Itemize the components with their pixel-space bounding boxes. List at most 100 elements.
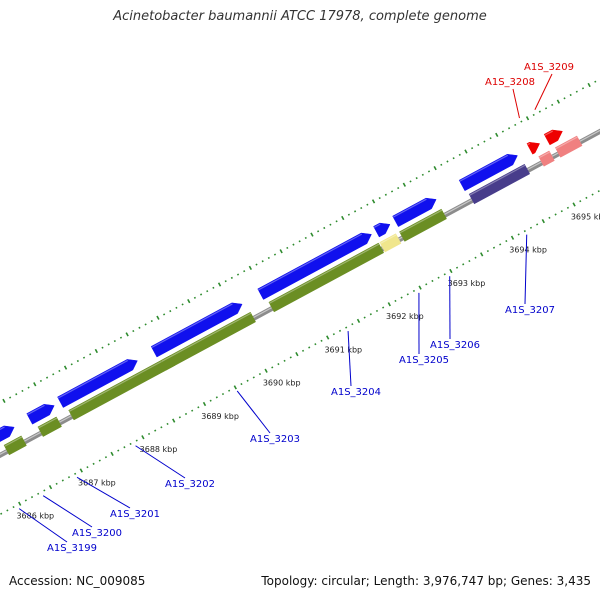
tick-mark xyxy=(154,429,157,432)
tick-mark xyxy=(206,290,209,293)
tick-mark xyxy=(563,97,566,100)
tick-mark xyxy=(132,329,135,333)
gene-arrow xyxy=(257,232,372,300)
tick-mark xyxy=(279,249,283,254)
gene-label: A1S_3205 xyxy=(399,355,449,366)
gene-label: A1S_3208 xyxy=(485,77,535,88)
tick-mark xyxy=(230,276,233,279)
feature-tracks xyxy=(0,129,583,456)
tick-mark xyxy=(212,286,215,289)
tick-mark xyxy=(440,163,443,166)
tick-mark xyxy=(468,259,471,263)
tick-mark xyxy=(107,343,110,346)
tick-mark xyxy=(70,363,73,366)
gene-arrow xyxy=(392,197,437,227)
tick-mark xyxy=(418,285,422,290)
scale-label: 3694 kbp xyxy=(509,246,547,255)
feature-sheen xyxy=(392,198,427,218)
tick-mark xyxy=(474,256,477,259)
scale-label: 3686 kbp xyxy=(16,512,54,521)
tick-mark xyxy=(384,193,387,196)
gene-label: A1S_3199 xyxy=(47,543,97,554)
tick-mark xyxy=(452,157,455,160)
tick-mark xyxy=(123,446,126,449)
tick-mark xyxy=(298,240,301,243)
tick-mark xyxy=(39,379,42,383)
feature-sheen xyxy=(459,154,509,182)
tick-mark xyxy=(329,223,332,226)
tick-mark xyxy=(360,206,363,210)
tick-mark xyxy=(228,389,231,392)
tick-mark xyxy=(125,332,129,337)
tick-mark xyxy=(505,240,508,243)
tick-mark xyxy=(458,153,461,156)
tick-mark xyxy=(193,296,196,299)
tick-mark xyxy=(409,180,412,183)
gene-arrow xyxy=(0,425,15,442)
tick-mark xyxy=(37,492,40,495)
cds-block xyxy=(268,242,385,313)
tick-mark xyxy=(544,107,548,110)
gene-leader-line xyxy=(76,476,131,509)
gene-leader-line xyxy=(534,73,553,110)
tick-mark xyxy=(587,82,591,88)
tick-mark xyxy=(394,299,397,303)
tick-mark xyxy=(261,260,264,263)
genome-summary: Topology: circular; Length: 3,976,747 bp… xyxy=(261,574,591,588)
tick-mark xyxy=(15,393,18,396)
tick-mark xyxy=(366,203,369,206)
tick-mark xyxy=(301,349,305,352)
accession-label: Accession: NC_009085 xyxy=(9,574,146,588)
tick-mark xyxy=(202,401,207,407)
tick-mark xyxy=(363,316,366,319)
tick-mark xyxy=(323,226,326,230)
tick-mark xyxy=(499,243,502,246)
feature-sheen xyxy=(57,359,128,399)
genome-backbone xyxy=(0,128,600,459)
tick-mark xyxy=(113,339,116,343)
gene-leader-line xyxy=(135,445,186,479)
gene-arrow xyxy=(458,153,518,192)
tick-mark xyxy=(166,422,169,426)
tick-mark xyxy=(104,456,108,459)
tick-mark xyxy=(597,190,600,193)
tick-mark xyxy=(267,256,270,260)
tick-mark xyxy=(217,282,222,287)
tick-mark xyxy=(335,220,338,223)
tick-mark xyxy=(591,193,594,196)
feature-sheen xyxy=(27,404,45,416)
tick-mark xyxy=(135,439,138,442)
gene-label: A1S_3201 xyxy=(110,509,160,520)
feature-sheen xyxy=(527,142,531,146)
gene-leader-line xyxy=(18,508,68,543)
tick-mark xyxy=(43,489,46,492)
scale-label: 3688 kbp xyxy=(140,445,178,454)
feature-sheen xyxy=(258,233,363,291)
feature-sheen xyxy=(544,130,554,136)
gene-label: A1S_3203 xyxy=(250,434,300,445)
tick-mark xyxy=(150,320,153,323)
cds-block xyxy=(37,416,62,437)
tick-mark xyxy=(495,132,499,138)
tick-mark xyxy=(2,398,6,404)
tick-mark xyxy=(390,190,394,193)
tick-mark xyxy=(252,376,255,379)
tick-mark xyxy=(283,359,286,362)
tick-mark xyxy=(277,363,280,366)
tick-mark xyxy=(12,506,15,509)
tick-mark xyxy=(402,182,407,187)
feature-sheen xyxy=(4,436,23,447)
tick-mark xyxy=(560,210,563,213)
tick-mark xyxy=(221,392,225,396)
scale-label: 3693 kbp xyxy=(448,279,486,288)
tick-mark xyxy=(532,113,535,117)
tick-mark xyxy=(347,213,350,216)
tick-mark xyxy=(406,293,409,296)
tick-mark xyxy=(163,313,166,316)
tick-mark xyxy=(455,266,459,269)
tick-mark xyxy=(579,200,582,203)
tick-mark xyxy=(523,230,526,233)
cds-block xyxy=(538,150,555,167)
tick-mark xyxy=(541,218,545,224)
tick-mark xyxy=(489,137,492,140)
